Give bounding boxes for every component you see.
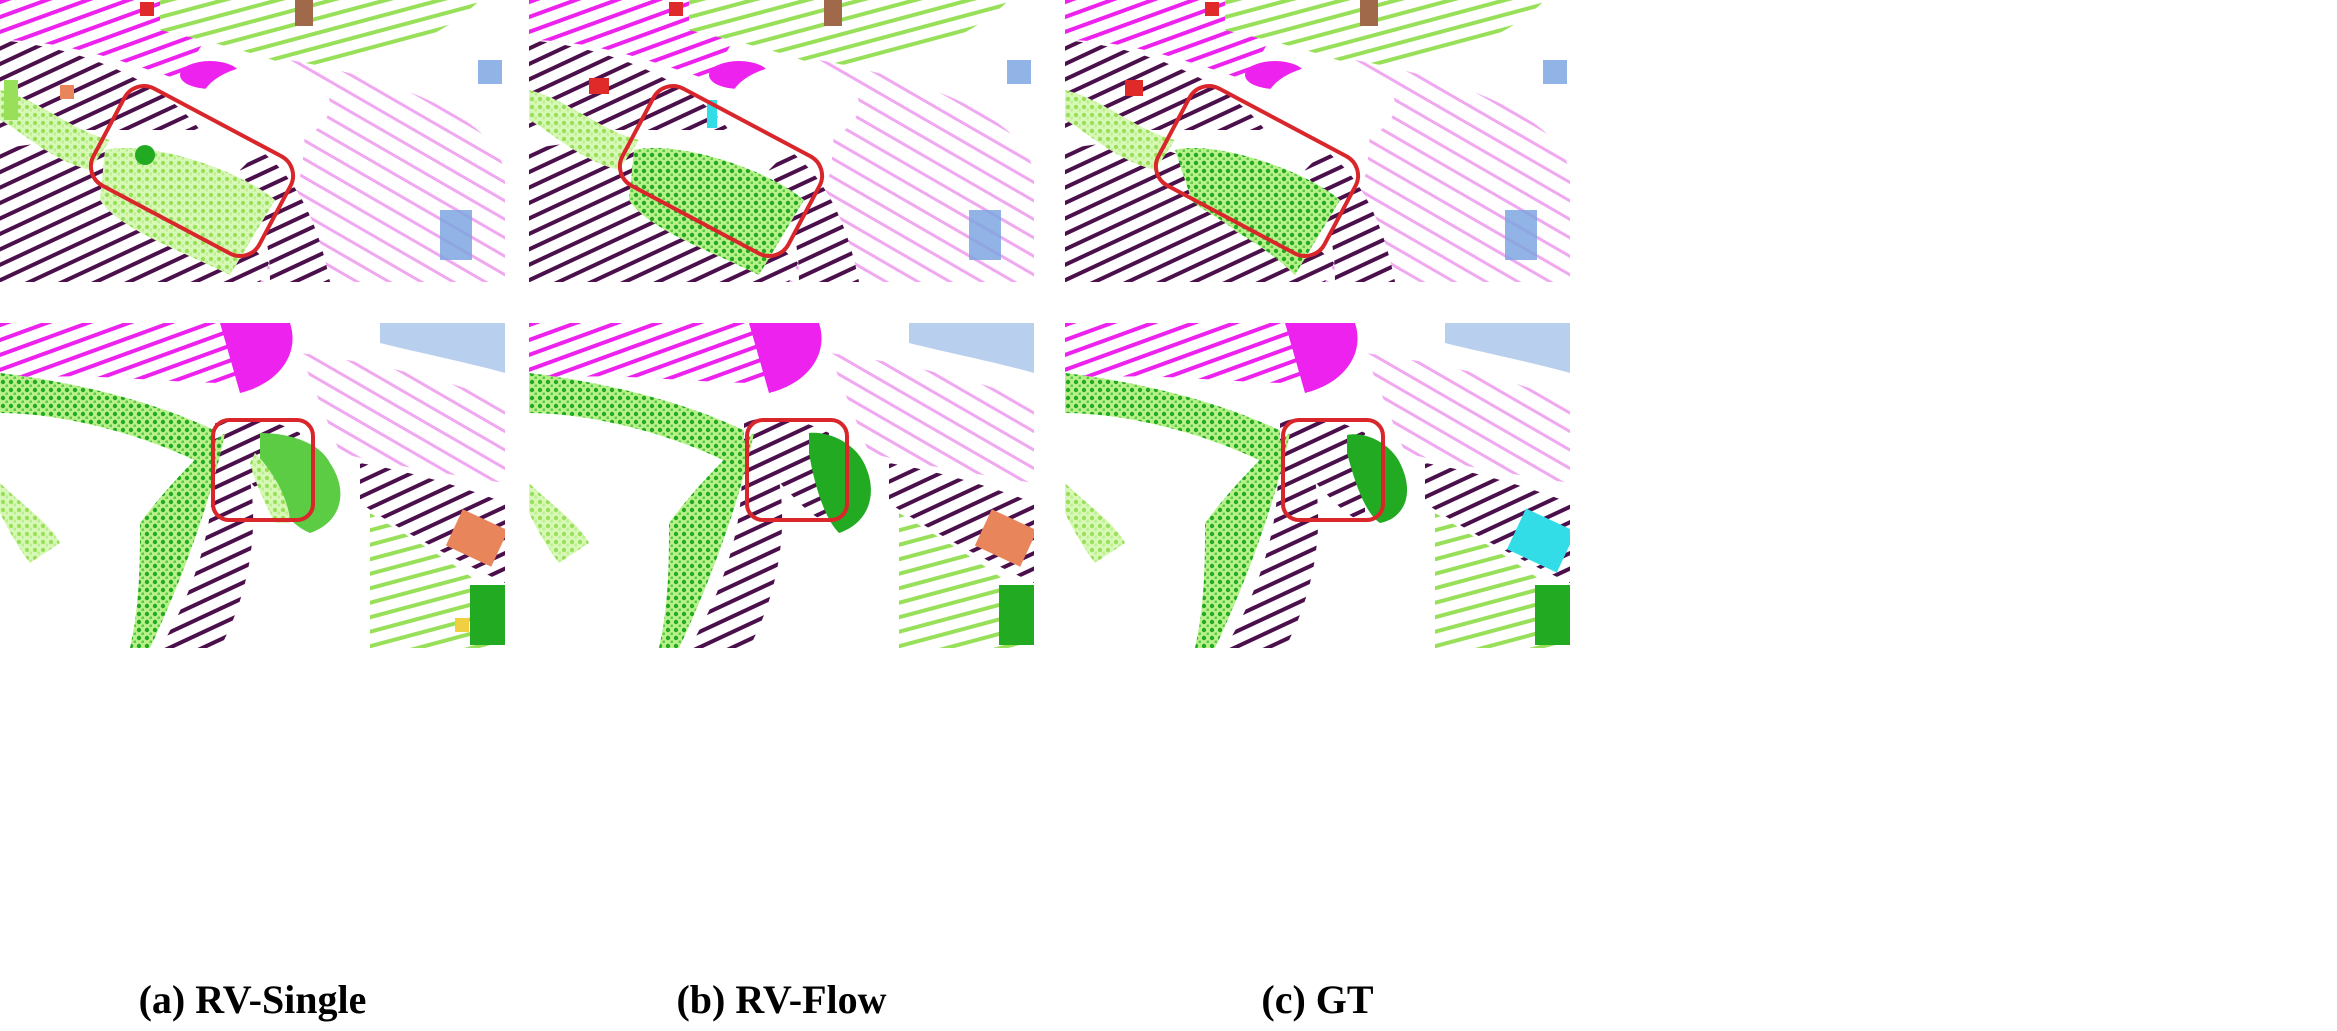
panel-rv-single-scene-2 bbox=[0, 323, 505, 648]
panel-gt-scene-2 bbox=[1065, 323, 1570, 648]
panel-gt-scene-1 bbox=[1065, 0, 1570, 282]
panel-rv-flow-scene-1 bbox=[529, 0, 1034, 282]
panel-rv-flow-scene-2 bbox=[529, 323, 1034, 648]
caption-gt: (c) GT bbox=[1261, 977, 1374, 1022]
caption-rv-flow: (b) RV-Flow bbox=[676, 977, 887, 1022]
panel-rv-single-scene-1 bbox=[0, 0, 505, 282]
caption-rv-single: (a) RV-Single bbox=[138, 977, 367, 1022]
